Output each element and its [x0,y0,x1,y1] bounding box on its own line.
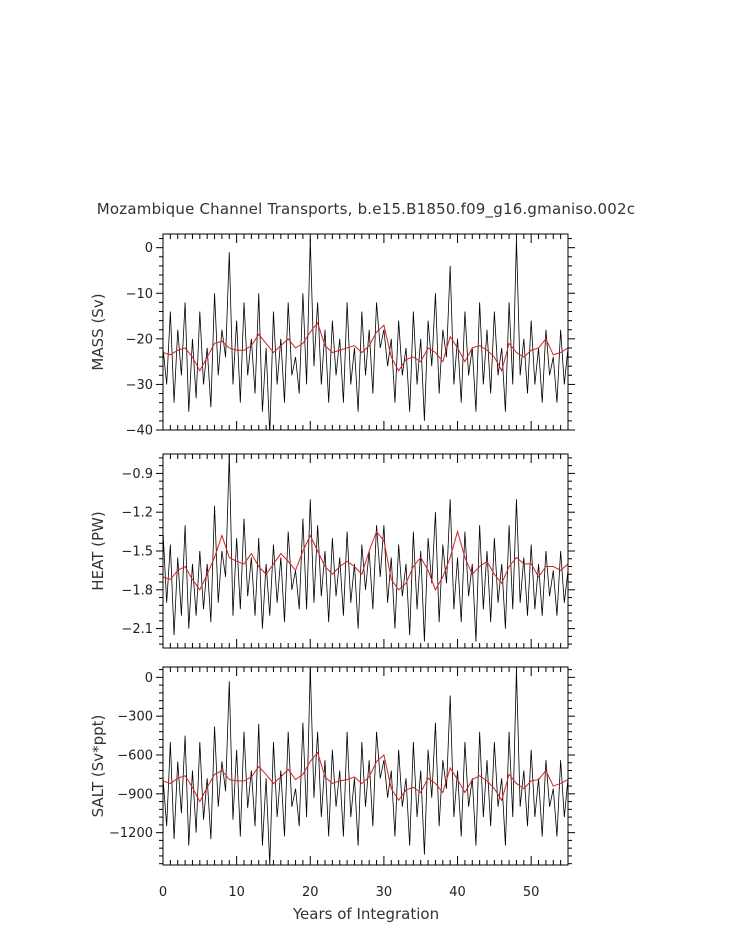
x-tick-labels: 0 10 20 30 40 50 [159,885,540,900]
y-tick-label: −1.5 [121,545,153,560]
x-tick-label: 40 [449,885,466,900]
plot-frame [162,666,569,866]
series-raw-line [163,238,568,430]
y-tick-label: −1200 [109,826,153,841]
series-smooth-line [163,529,568,591]
panels: 0 −10 −20 −30 −40 MASS (Sv) −0.9 −1.2 −1.5 −1.8 −2… [89,233,575,866]
y-tick-label: −20 [126,332,153,347]
y-tick-label: −2.1 [121,622,153,637]
y-tick-label: −30 [126,378,153,393]
y-tick-label: −600 [117,749,153,764]
y-tick-label: −40 [126,424,153,439]
series-raw-line [163,454,568,642]
y-axis-label: SALT (Sv*ppt) [89,715,107,818]
x-tick-label: 30 [376,885,393,900]
y-tick-label: −1.2 [121,506,153,521]
y-axis-label: HEAT (PW) [89,511,107,590]
x-tick-label: 50 [523,885,540,900]
series-smooth-line [163,321,568,373]
plot-frame [162,453,569,649]
panel-1: −0.9 −1.2 −1.5 −1.8 −2.1 HEAT (PW) [89,453,575,649]
y-tick-label: −1.8 [121,583,153,598]
x-tick-label: 20 [302,885,319,900]
y-tick-label: 0 [145,241,153,256]
y-tick-label: −10 [126,287,153,302]
x-tick-label: 0 [159,885,167,900]
y-tick-label: −900 [117,787,153,802]
y-tick-label: 0 [145,671,153,686]
panel-0: 0 −10 −20 −30 −40 MASS (Sv) [89,233,575,439]
series-smooth-line [163,751,568,803]
chart-title: Mozambique Channel Transports, b.e15.B18… [97,200,635,219]
y-tick-label: −0.9 [121,467,153,482]
y-axis-label: MASS (Sv) [89,293,107,370]
x-tick-label: 10 [228,885,245,900]
y-tick-label: −300 [117,710,153,725]
series-raw-line [163,667,568,865]
x-axis-label: Years of Integration [292,905,439,923]
plot-frame [162,233,569,431]
